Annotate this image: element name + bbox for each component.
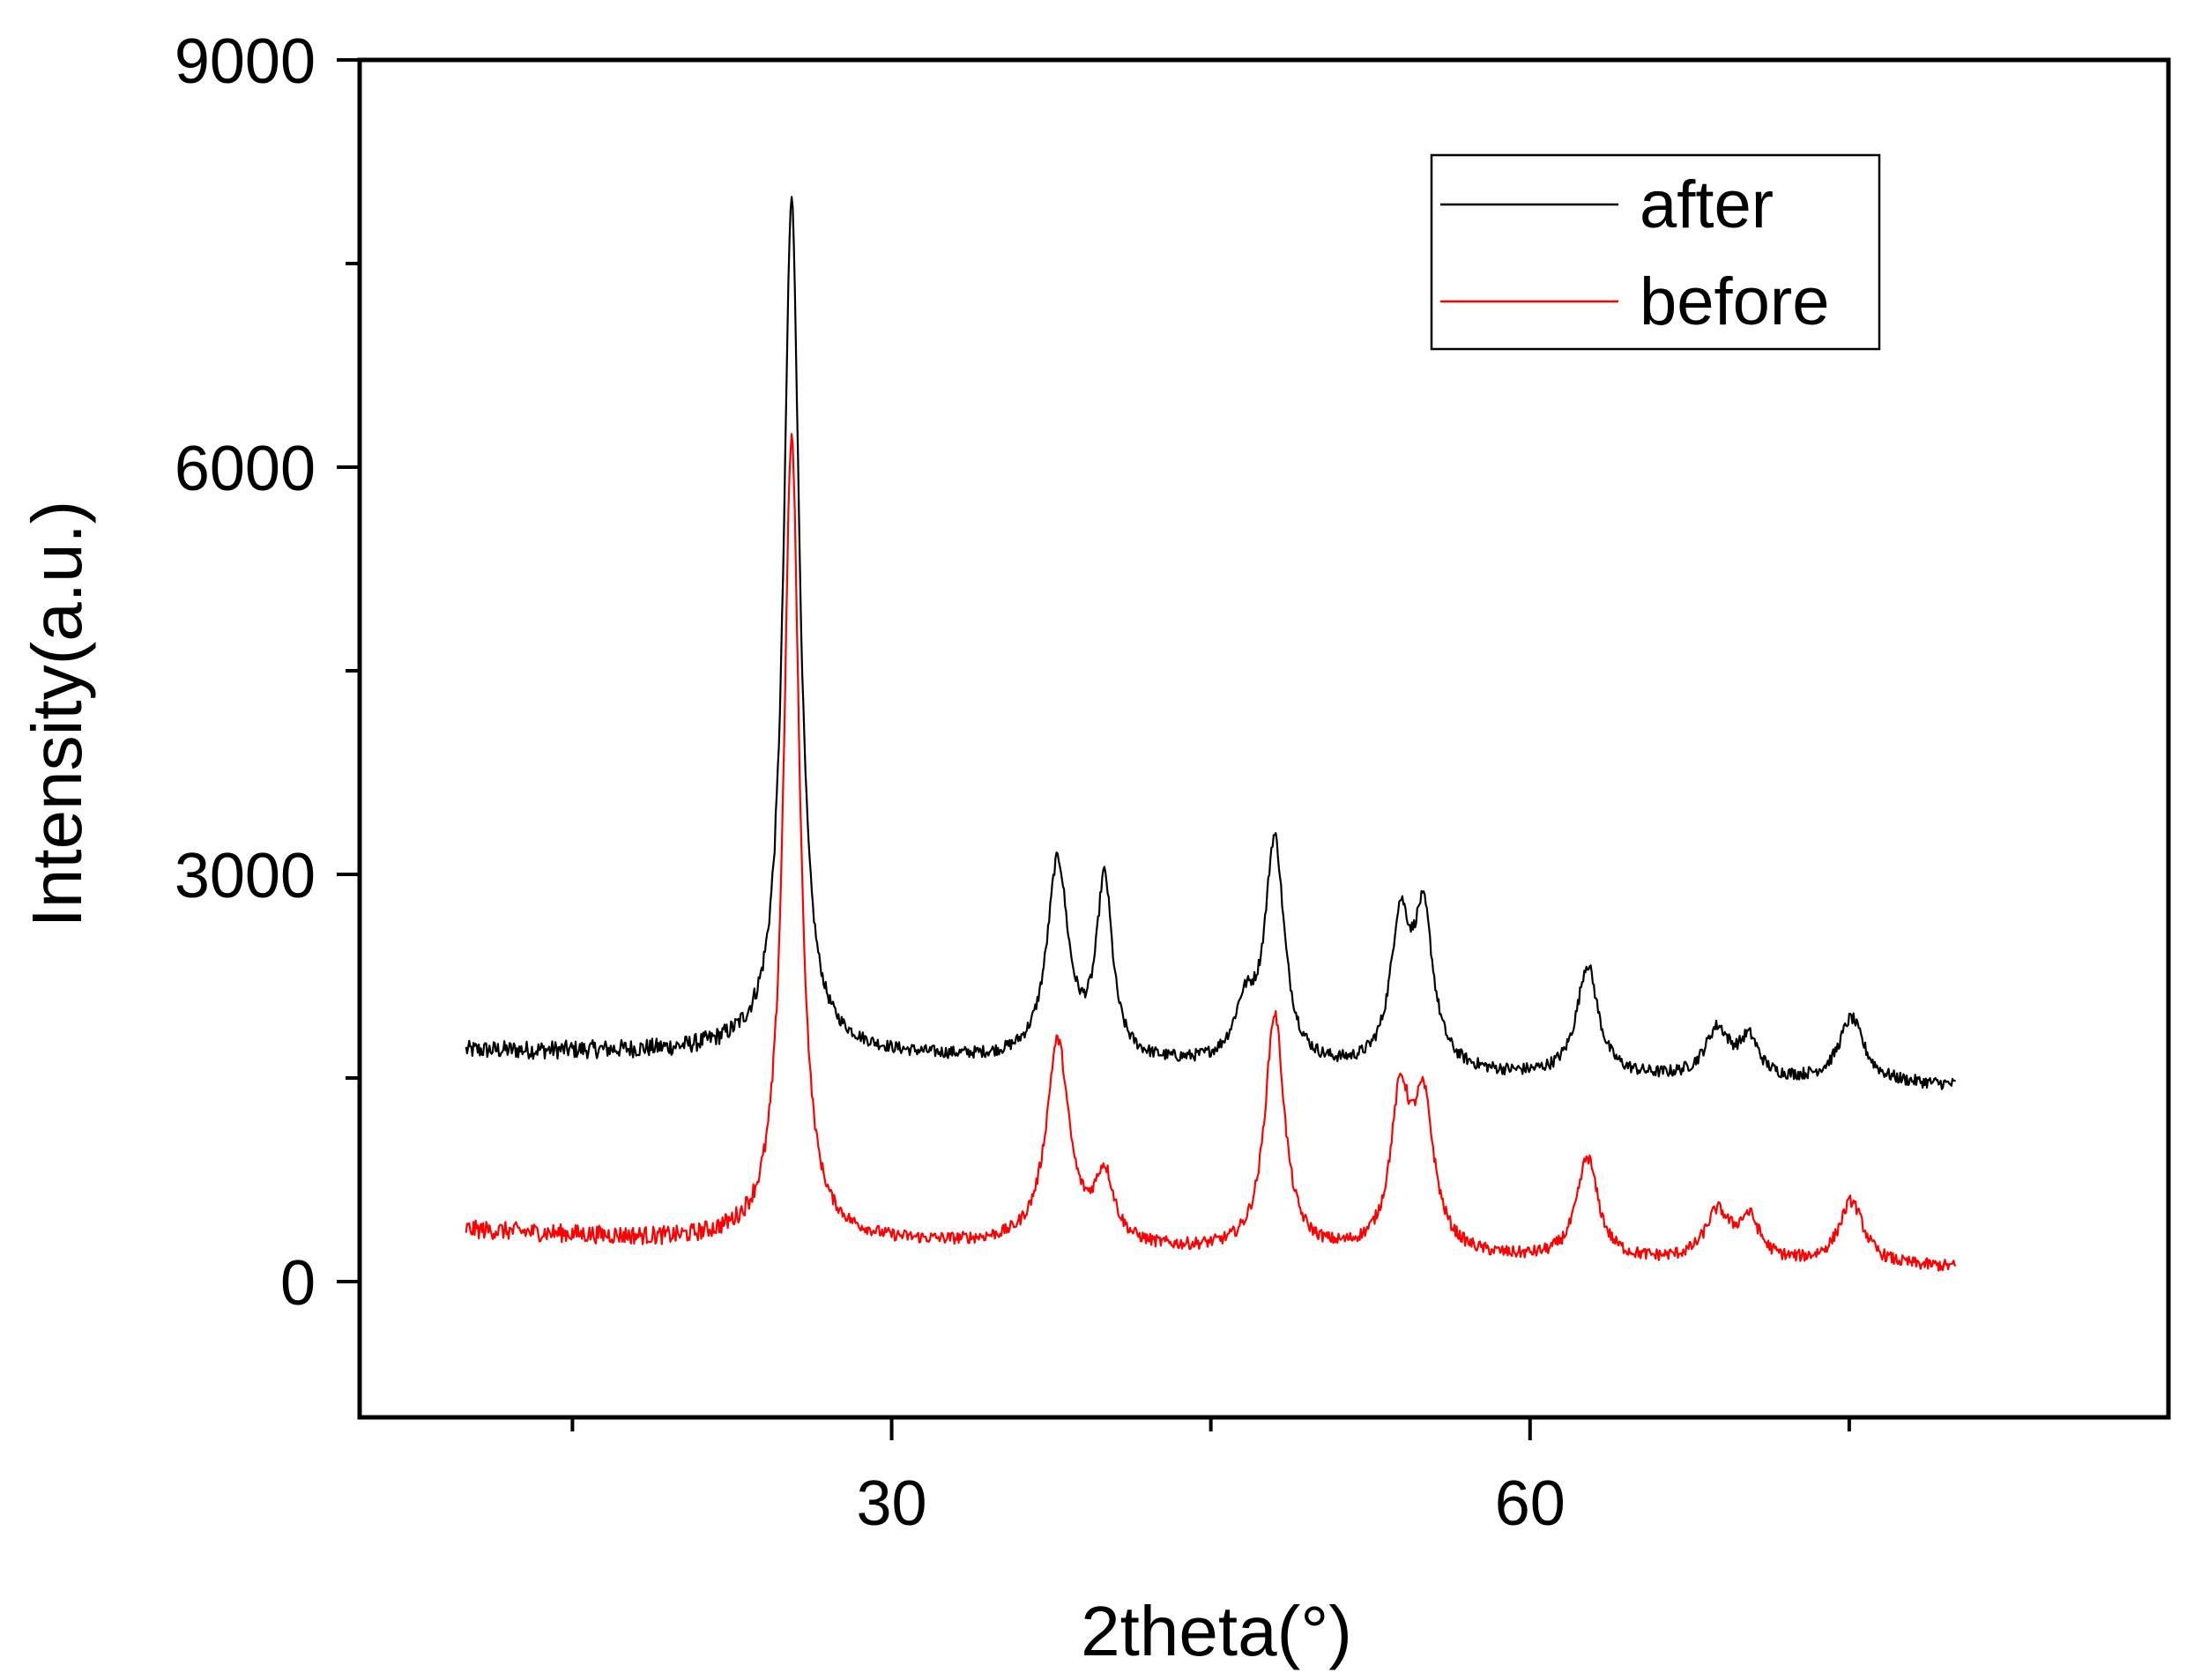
series-line-before (465, 433, 1957, 1272)
y-axis-ticks: 0 3000 6000 9000 (175, 26, 360, 1319)
legend: after before (1430, 153, 1881, 351)
x-axis-ticks: 30 60 (570, 1417, 1851, 1539)
series-line-after (465, 196, 1956, 1090)
x-axis-title: 2theta(°) (1081, 1592, 1352, 1670)
plot-frame (357, 57, 2171, 1420)
series-layer (465, 196, 1957, 1272)
legend-label-before: before (1640, 264, 1830, 339)
y-axis-title: Intensity(a.u.) (18, 501, 96, 928)
y-tick-label-6000: 6000 (175, 434, 316, 504)
y-tick-label-9000: 9000 (175, 26, 316, 97)
legend-box (1430, 153, 1881, 351)
legend-label-after: after (1640, 167, 1774, 242)
y-tick-label-3000: 3000 (175, 841, 316, 911)
x-tick-label-60: 60 (1495, 1468, 1566, 1539)
y-tick-label-0: 0 (280, 1248, 316, 1319)
x-tick-label-30: 30 (856, 1468, 926, 1539)
